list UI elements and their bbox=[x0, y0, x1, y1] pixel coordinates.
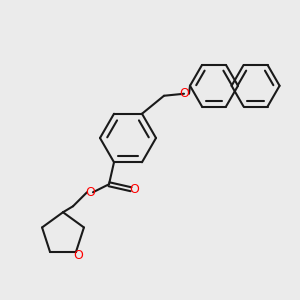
Text: O: O bbox=[85, 186, 95, 199]
Text: O: O bbox=[179, 87, 189, 100]
Text: O: O bbox=[73, 248, 83, 262]
Text: O: O bbox=[129, 183, 139, 196]
